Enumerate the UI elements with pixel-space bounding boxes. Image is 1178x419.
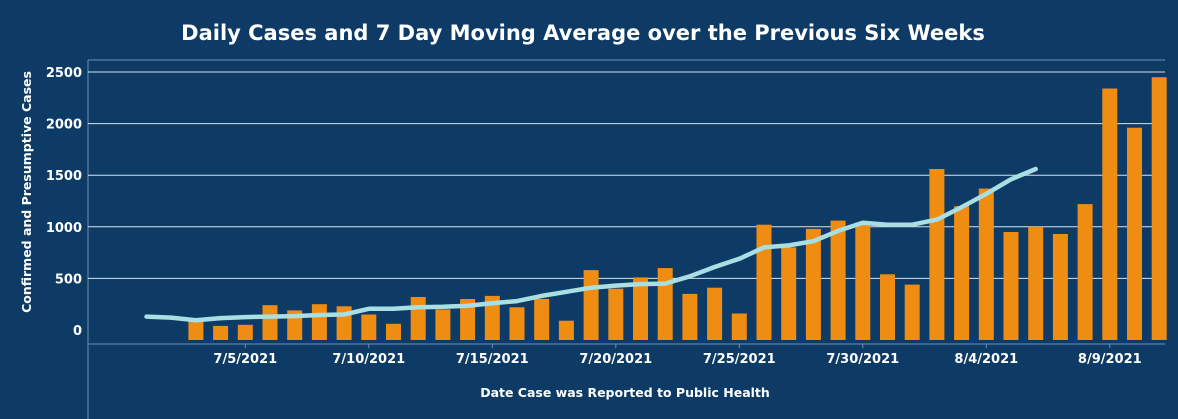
y-tick-label-0: 0 xyxy=(73,324,82,339)
bar xyxy=(731,313,747,340)
y-tick-label-500: 500 xyxy=(55,272,82,287)
x-tick-label: 7/10/2021 xyxy=(332,352,405,367)
bars xyxy=(188,77,1167,340)
y-tick-label-1000: 1000 xyxy=(46,221,82,236)
x-tick-label: 7/20/2021 xyxy=(579,352,652,367)
bar xyxy=(781,247,797,340)
bar xyxy=(954,206,970,340)
bar xyxy=(534,299,550,340)
bar xyxy=(435,309,451,340)
x-axis-ticks: 7/5/2021 7/10/2021 7/15/2021 7/20/2021 7/25/… xyxy=(213,344,1142,367)
x-tick-label: 7/30/2021 xyxy=(826,352,899,367)
x-tick-label: 8/9/2021 xyxy=(1078,352,1142,367)
bar xyxy=(904,284,920,340)
bar xyxy=(855,222,871,340)
moving-average-line-group xyxy=(144,166,1038,323)
bar xyxy=(707,287,723,340)
bar xyxy=(978,188,994,340)
bar xyxy=(1127,127,1142,340)
chart-title: Daily Cases and 7 Day Moving Average ove… xyxy=(181,21,985,45)
bar xyxy=(509,307,525,340)
x-tick-label: 8/4/2021 xyxy=(954,352,1018,367)
y-tick-label-2000: 2000 xyxy=(46,118,82,133)
bar xyxy=(484,295,500,340)
y-axis-label: Confirmed and Presumptive Cases xyxy=(19,71,34,313)
bar xyxy=(213,325,229,340)
bar xyxy=(311,304,327,340)
bar xyxy=(386,323,401,340)
bar xyxy=(1077,204,1093,340)
bar xyxy=(1003,232,1019,340)
bar xyxy=(1102,88,1118,340)
moving-average-line xyxy=(144,166,1038,323)
bar xyxy=(756,224,772,340)
x-tick-label: 7/25/2021 xyxy=(703,352,776,367)
x-tick-label: 7/5/2021 xyxy=(213,352,277,367)
bar xyxy=(608,288,624,340)
bar xyxy=(583,270,599,340)
bar xyxy=(1151,77,1167,340)
bar xyxy=(361,314,377,340)
bar xyxy=(237,324,253,340)
grid xyxy=(87,59,1165,419)
bar xyxy=(830,220,846,340)
bar xyxy=(929,169,945,340)
y-axis-ticks: 0 500 1000 1500 2000 2500 xyxy=(46,66,82,339)
bar xyxy=(410,297,426,340)
bar xyxy=(188,320,204,340)
bar xyxy=(558,320,574,340)
x-axis-label: Date Case was Reported to Public Health xyxy=(480,385,770,400)
bar xyxy=(657,268,673,340)
bar xyxy=(1052,234,1068,340)
bar xyxy=(1028,226,1044,340)
bar xyxy=(460,299,476,340)
bar xyxy=(682,293,698,340)
bar xyxy=(262,305,278,340)
bar xyxy=(880,274,895,340)
bar xyxy=(805,228,821,340)
y-tick-label-2500: 2500 xyxy=(46,66,82,81)
bar xyxy=(633,277,648,340)
x-tick-label: 7/15/2021 xyxy=(456,352,529,367)
y-tick-label-1500: 1500 xyxy=(46,169,82,184)
